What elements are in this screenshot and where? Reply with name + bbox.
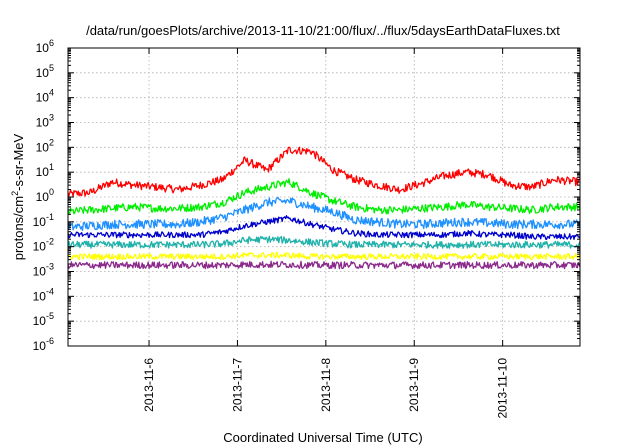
data-series-line [67, 215, 581, 240]
tick-marks [68, 47, 580, 347]
data-series-line [67, 260, 581, 270]
x-tick-label: 2013-11-10 [496, 358, 510, 419]
y-tick-label: 105 [36, 63, 54, 80]
y-tick-label: 101 [36, 162, 54, 179]
y-tick-label: 10-6 [33, 336, 54, 353]
y-axis-label: protons/cm2-s-sr-MeV [10, 133, 26, 260]
data-series-line [67, 146, 581, 198]
y-tick-label: 102 [36, 137, 54, 154]
series-layer [67, 146, 581, 270]
y-tick-label: 10-1 [33, 212, 54, 229]
y-tick-labels: 106 105 104 103 102 101 100 10-1 10-2 10-3 10-4 10-… [33, 38, 54, 353]
data-series-line [67, 251, 581, 261]
x-axis-label: Coordinated Universal Time (UTC) [223, 430, 422, 445]
y-tick-label: 10-2 [33, 237, 54, 254]
data-series-line [67, 196, 581, 232]
y-tick-label: 10-5 [33, 311, 54, 328]
grid-lines [68, 48, 580, 346]
y-tick-label: 106 [36, 38, 54, 55]
x-tick-labels: 2013-11-6 2013-11-7 2013-11-8 2013-11-9 2013… [142, 358, 510, 419]
x-tick-label: 2013-11-9 [407, 358, 421, 412]
x-tick-label: 2013-11-7 [230, 358, 244, 412]
y-tick-label: 100 [36, 187, 54, 204]
x-tick-label: 2013-11-6 [142, 358, 156, 412]
chart-title: /data/run/goesPlots/archive/2013-11-10/2… [86, 23, 560, 38]
y-tick-label: 104 [36, 88, 54, 105]
y-tick-label: 10-4 [33, 286, 54, 303]
data-series-line [67, 235, 581, 249]
y-tick-label: 103 [36, 113, 54, 130]
data-series-line [67, 178, 581, 215]
y-tick-label: 10-3 [33, 262, 54, 279]
x-tick-label: 2013-11-8 [319, 358, 333, 412]
